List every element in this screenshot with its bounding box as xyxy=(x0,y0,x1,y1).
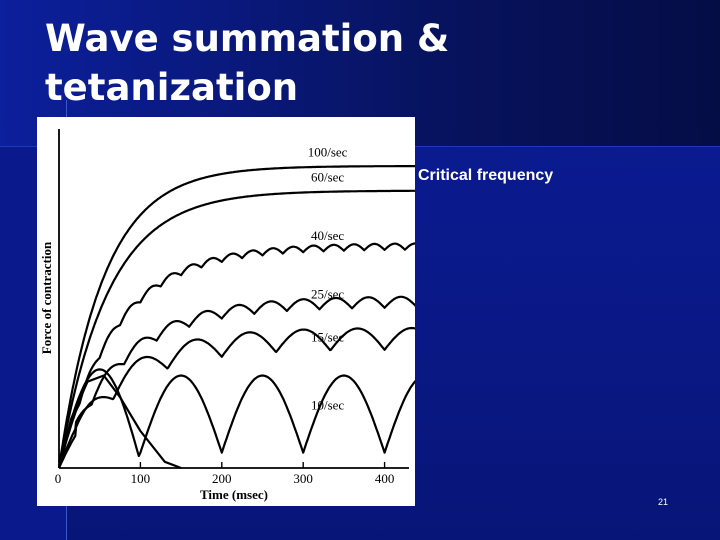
series-line-100-sec xyxy=(57,165,415,469)
chart-axes xyxy=(58,129,409,469)
x-tick-label-400: 400 xyxy=(375,471,395,486)
chart: 0 100 200 300 400 10/sec 15/sec 25/sec 40/sec 60… xyxy=(39,129,415,502)
series-line-40-sec xyxy=(57,242,415,469)
series-line-10-sec xyxy=(57,368,415,463)
x-tick-label-300: 300 xyxy=(293,471,313,486)
series-label-60-sec: 60/sec xyxy=(311,169,344,184)
x-axis-label: Time (msec) xyxy=(200,487,268,502)
series-line-25-sec xyxy=(57,295,415,469)
slide-number: 21 xyxy=(658,497,669,507)
series-line-60-sec xyxy=(57,189,415,469)
series-label-15-sec: 15/sec xyxy=(311,330,344,345)
slide-title: Wave summation & tetanization xyxy=(45,14,605,112)
y-axis-label: Force of contraction xyxy=(39,241,54,354)
series-label-25-sec: 25/sec xyxy=(311,287,344,302)
chart-panel: 0 100 200 300 400 10/sec 15/sec 25/sec 40/sec 60… xyxy=(37,117,415,506)
x-tick-label-0: 0 xyxy=(55,471,62,486)
slide-title-line-2: tetanization xyxy=(45,66,299,109)
series-line-15-sec xyxy=(57,326,415,469)
series-labels: 10/sec 15/sec 25/sec 40/sec 60/sec 100/sec xyxy=(308,145,348,413)
chart-curves xyxy=(57,165,415,470)
x-tick-label-200: 200 xyxy=(212,471,232,486)
x-ticks: 0 100 200 300 400 xyxy=(55,462,395,486)
critical-frequency-label: Critical frequency xyxy=(418,167,554,184)
series-label-40-sec: 40/sec xyxy=(311,228,344,243)
x-tick-label-100: 100 xyxy=(131,471,151,486)
series-label-100-sec: 100/sec xyxy=(308,145,348,160)
slide-title-line-1: Wave summation & xyxy=(45,17,450,60)
series-label-10-sec: 10/sec xyxy=(311,397,344,412)
